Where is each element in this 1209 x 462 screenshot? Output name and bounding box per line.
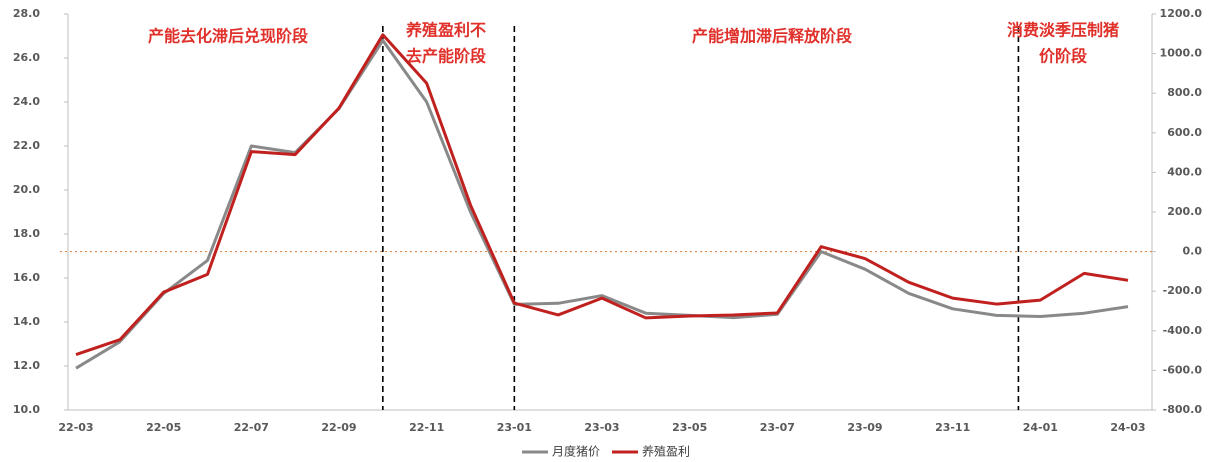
series-line (75, 38, 1129, 370)
y-tick-label: 28.0 (13, 7, 40, 20)
x-tick-label: 23-03 (584, 421, 619, 434)
y2-tick-label: 800.0 (1167, 86, 1202, 99)
x-tick-label: 23-11 (935, 421, 970, 434)
series-line (75, 33, 1129, 356)
x-tick-label: 24-03 (1110, 421, 1145, 434)
x-tick-label: 22-09 (321, 421, 356, 434)
y-tick-label: 12.0 (13, 359, 40, 372)
y-tick-label: 14.0 (13, 315, 40, 328)
y2-tick-label: 600.0 (1167, 126, 1202, 139)
x-tick-label: 22-07 (234, 421, 269, 434)
x-tick-label: 24-01 (1023, 421, 1058, 434)
y2-tick-label: 400.0 (1167, 165, 1202, 178)
annotation: 产能去化滞后兑现阶段 (148, 27, 309, 46)
y2-tick-label: 200.0 (1167, 205, 1202, 218)
y2-tick-label: -600.0 (1163, 363, 1203, 376)
y2-tick-label: 1200.0 (1160, 7, 1203, 20)
legend-label: 月度猪价 (552, 444, 600, 459)
y-tick-label: 10.0 (13, 403, 40, 416)
y2-tick-label: -400.0 (1163, 324, 1203, 337)
x-tick-label: 22-11 (409, 421, 444, 434)
x-tick-label: 23-07 (760, 421, 795, 434)
x-tick-label: 23-01 (497, 421, 532, 434)
x-tick-label: 23-05 (672, 421, 707, 434)
y-tick-label: 24.0 (13, 95, 40, 108)
legend-label: 养殖盈利 (642, 444, 690, 459)
y2-tick-label: -200.0 (1163, 284, 1203, 297)
annotation: 价阶段 (1039, 47, 1088, 66)
x-tick-label: 23-09 (847, 421, 882, 434)
annotation: 养殖盈利不 (405, 21, 486, 40)
y-tick-label: 16.0 (13, 271, 40, 284)
y-tick-label: 20.0 (13, 183, 40, 196)
y2-tick-label: 0.0 (1183, 245, 1203, 258)
y2-tick-label: -800.0 (1163, 403, 1203, 416)
annotation: 产能增加滞后释放阶段 (692, 27, 853, 46)
x-tick-label: 22-05 (146, 421, 181, 434)
x-tick-label: 22-03 (58, 421, 93, 434)
annotation: 去产能阶段 (406, 47, 487, 66)
y-tick-label: 22.0 (13, 139, 40, 152)
y-tick-label: 26.0 (13, 51, 40, 64)
y-tick-label: 18.0 (13, 227, 40, 240)
y2-tick-label: 1000.0 (1160, 47, 1203, 60)
annotation: 消费淡季压制猪 (1007, 21, 1119, 40)
